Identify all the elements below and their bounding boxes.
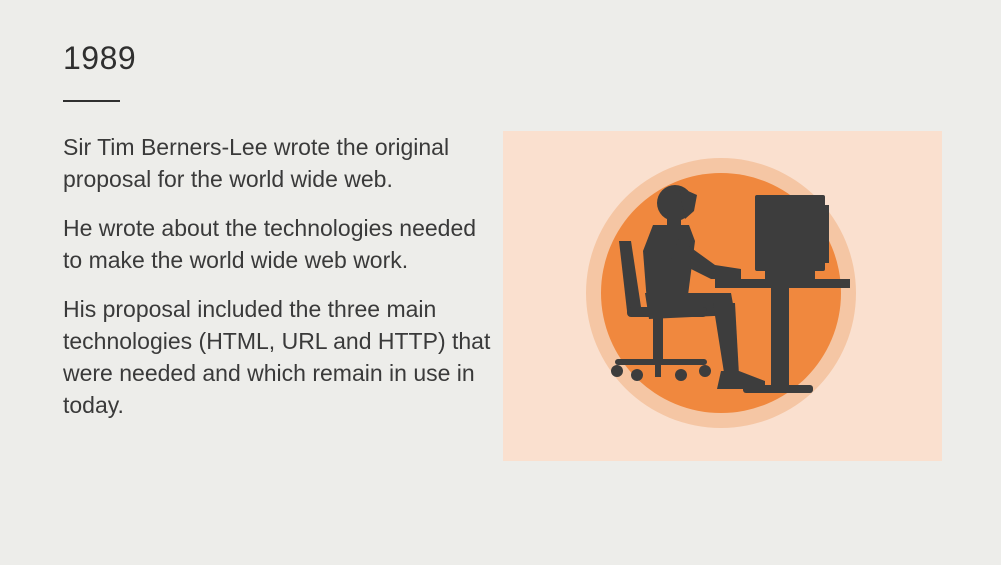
paragraph-proposal: Sir Tim Berners-Lee wrote the original p… <box>63 134 450 192</box>
page-title: 1989 <box>63 40 137 76</box>
title-divider <box>63 100 120 102</box>
person-at-computer-icon <box>586 158 856 428</box>
illustration-panel <box>503 131 942 461</box>
text-column: Sir Tim Berners-Lee wrote the original p… <box>63 131 493 438</box>
paragraph-technologies: He wrote about the technologies needed t… <box>63 215 477 273</box>
paragraph-html-url-http: His proposal included the three main tec… <box>63 296 491 418</box>
